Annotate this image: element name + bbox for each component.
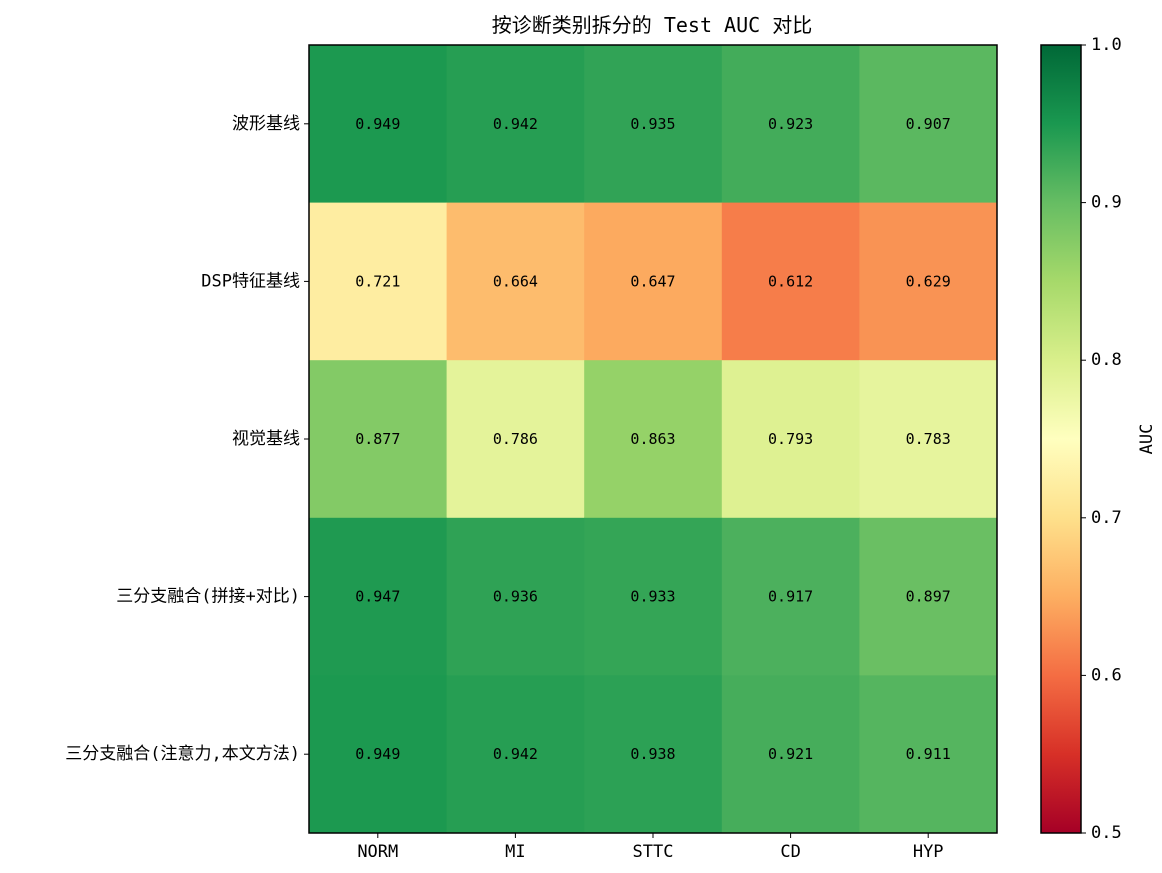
cell-value-label: 0.921 <box>768 745 813 763</box>
heatmap-cell <box>721 202 860 361</box>
cell-value-label: 0.911 <box>906 745 951 763</box>
chart-title: 按诊断类别拆分的 Test AUC 对比 <box>492 13 812 37</box>
x-tick-label: STTC <box>633 842 674 862</box>
cell-value-label: 0.721 <box>355 272 400 290</box>
colorbar-tick-label: 0.5 <box>1091 823 1122 843</box>
colorbar-ticks: 0.5 0.6 0.7 0.8 0.9 1.0 <box>1081 35 1122 843</box>
heatmap-cell <box>584 675 723 834</box>
heatmap-cell <box>859 360 998 519</box>
cell-value-label: 0.664 <box>493 272 538 290</box>
y-tick-label: 视觉基线 <box>232 429 300 449</box>
heatmap-cell <box>584 202 723 361</box>
x-tick-label: CD <box>780 842 800 862</box>
y-tick-label: 波形基线 <box>232 114 300 134</box>
heatmap-cell <box>446 202 585 361</box>
heatmap-cell <box>859 202 998 361</box>
heatmap-cell <box>584 45 723 204</box>
heatmap-cell <box>309 675 448 834</box>
cell-value-label: 0.647 <box>630 272 675 290</box>
heatmap-cell <box>584 360 723 519</box>
colorbar-tick-label: 0.7 <box>1091 508 1122 528</box>
heatmap-cell <box>309 517 448 676</box>
heatmap-cell <box>446 517 585 676</box>
cell-value-label: 0.942 <box>493 745 538 763</box>
x-tick-label: NORM <box>357 842 398 862</box>
x-tick-label: HYP <box>913 842 944 862</box>
cell-value-label: 0.897 <box>906 588 951 606</box>
colorbar-tick-label: 1.0 <box>1091 35 1122 55</box>
heatmap-cell <box>309 360 448 519</box>
heatmap-cell <box>859 517 998 676</box>
heatmap-cell <box>721 517 860 676</box>
y-tick-label: 三分支融合(注意力,本文方法) <box>65 744 300 764</box>
colorbar-tick-label: 0.8 <box>1091 350 1122 370</box>
cell-value-label: 0.783 <box>906 430 951 448</box>
cell-value-label: 0.935 <box>630 115 675 133</box>
y-tick-label: DSP特征基线 <box>201 271 300 291</box>
cell-value-label: 0.793 <box>768 430 813 448</box>
colorbar-gradient <box>1040 44 1082 834</box>
cell-value-label: 0.917 <box>768 588 813 606</box>
heatmap-cell <box>721 675 860 834</box>
heatmap-cell <box>721 360 860 519</box>
heatmap-cell <box>446 675 585 834</box>
heatmap-cell <box>309 202 448 361</box>
heatmap-cell <box>721 45 860 204</box>
cell-value-label: 0.863 <box>630 430 675 448</box>
heatmap-cell <box>584 517 723 676</box>
cell-value-label: 0.949 <box>355 745 400 763</box>
cell-value-label: 0.936 <box>493 588 538 606</box>
colorbar-tick-label: 0.6 <box>1091 665 1122 685</box>
x-tick-label: MI <box>505 842 525 862</box>
heatmap-cell <box>859 675 998 834</box>
cell-value-label: 0.942 <box>493 115 538 133</box>
cell-value-label: 0.629 <box>906 272 951 290</box>
heatmap-cell <box>859 45 998 204</box>
y-tick-label: 三分支融合(拼接+对比) <box>116 587 300 607</box>
cell-value-label: 0.933 <box>630 588 675 606</box>
heatmap-cell <box>309 45 448 204</box>
heatmap-cell <box>446 360 585 519</box>
cell-value-label: 0.947 <box>355 588 400 606</box>
colorbar-tick-label: 0.9 <box>1091 193 1122 213</box>
cell-value-labels: 0.949 0.942 0.935 0.923 0.907 0.721 0.664 0.647… <box>355 115 951 763</box>
cell-value-label: 0.938 <box>630 745 675 763</box>
colorbar: 0.5 0.6 0.7 0.8 0.9 1.0 AUC <box>1040 35 1157 843</box>
heatmap-cells <box>309 45 998 834</box>
cell-value-label: 0.786 <box>493 430 538 448</box>
x-axis: NORM MI STTC CD HYP <box>357 833 944 862</box>
colorbar-label: AUC <box>1137 424 1157 455</box>
cell-value-label: 0.877 <box>355 430 400 448</box>
heatmap-cell <box>446 45 585 204</box>
cell-value-label: 0.907 <box>906 115 951 133</box>
cell-value-label: 0.949 <box>355 115 400 133</box>
cell-value-label: 0.923 <box>768 115 813 133</box>
cell-value-label: 0.612 <box>768 272 813 290</box>
